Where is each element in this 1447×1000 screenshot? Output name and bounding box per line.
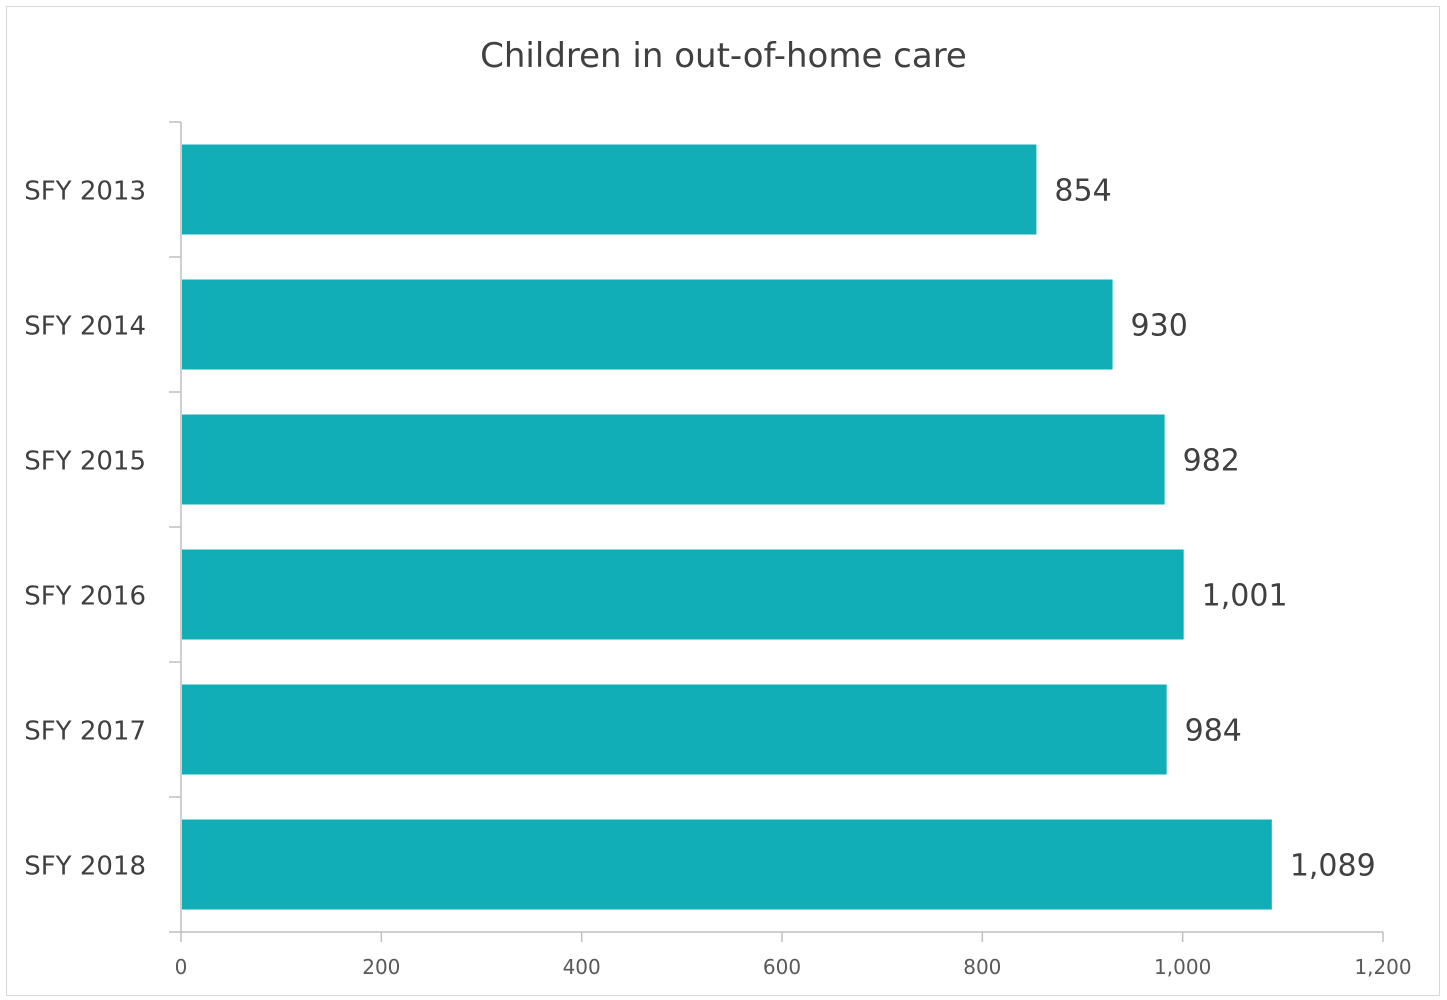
data-label: 982 (1183, 444, 1240, 479)
bar (182, 819, 1272, 910)
bar (182, 414, 1165, 505)
category-label: SFY 2015 (24, 447, 146, 477)
data-label: 930 (1131, 309, 1188, 344)
x-tick-label: 400 (563, 955, 601, 979)
x-tick-label: 0 (175, 955, 188, 979)
bar (182, 684, 1167, 775)
data-label: 984 (1185, 714, 1242, 749)
chart-title: Children in out-of-home care (480, 36, 967, 76)
data-label: 854 (1054, 174, 1111, 209)
bar (182, 279, 1113, 370)
category-label: SFY 2016 (24, 582, 146, 612)
data-label: 1,001 (1202, 579, 1288, 614)
bar (182, 549, 1184, 640)
x-tick-label: 1,000 (1154, 955, 1211, 979)
x-tick-label: 600 (763, 955, 801, 979)
category-label: SFY 2017 (24, 717, 146, 747)
category-label: SFY 2018 (24, 852, 146, 882)
x-tick-label: 200 (362, 955, 400, 979)
category-label: SFY 2014 (24, 312, 146, 342)
x-tick-label: 1,200 (1354, 955, 1411, 979)
data-label: 1,089 (1290, 849, 1376, 884)
x-tick-label: 800 (963, 955, 1001, 979)
category-label: SFY 2013 (24, 177, 146, 207)
bar (182, 144, 1037, 235)
